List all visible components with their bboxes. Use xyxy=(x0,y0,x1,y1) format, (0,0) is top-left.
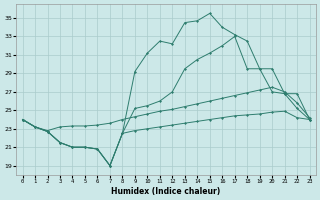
X-axis label: Humidex (Indice chaleur): Humidex (Indice chaleur) xyxy=(111,187,221,196)
